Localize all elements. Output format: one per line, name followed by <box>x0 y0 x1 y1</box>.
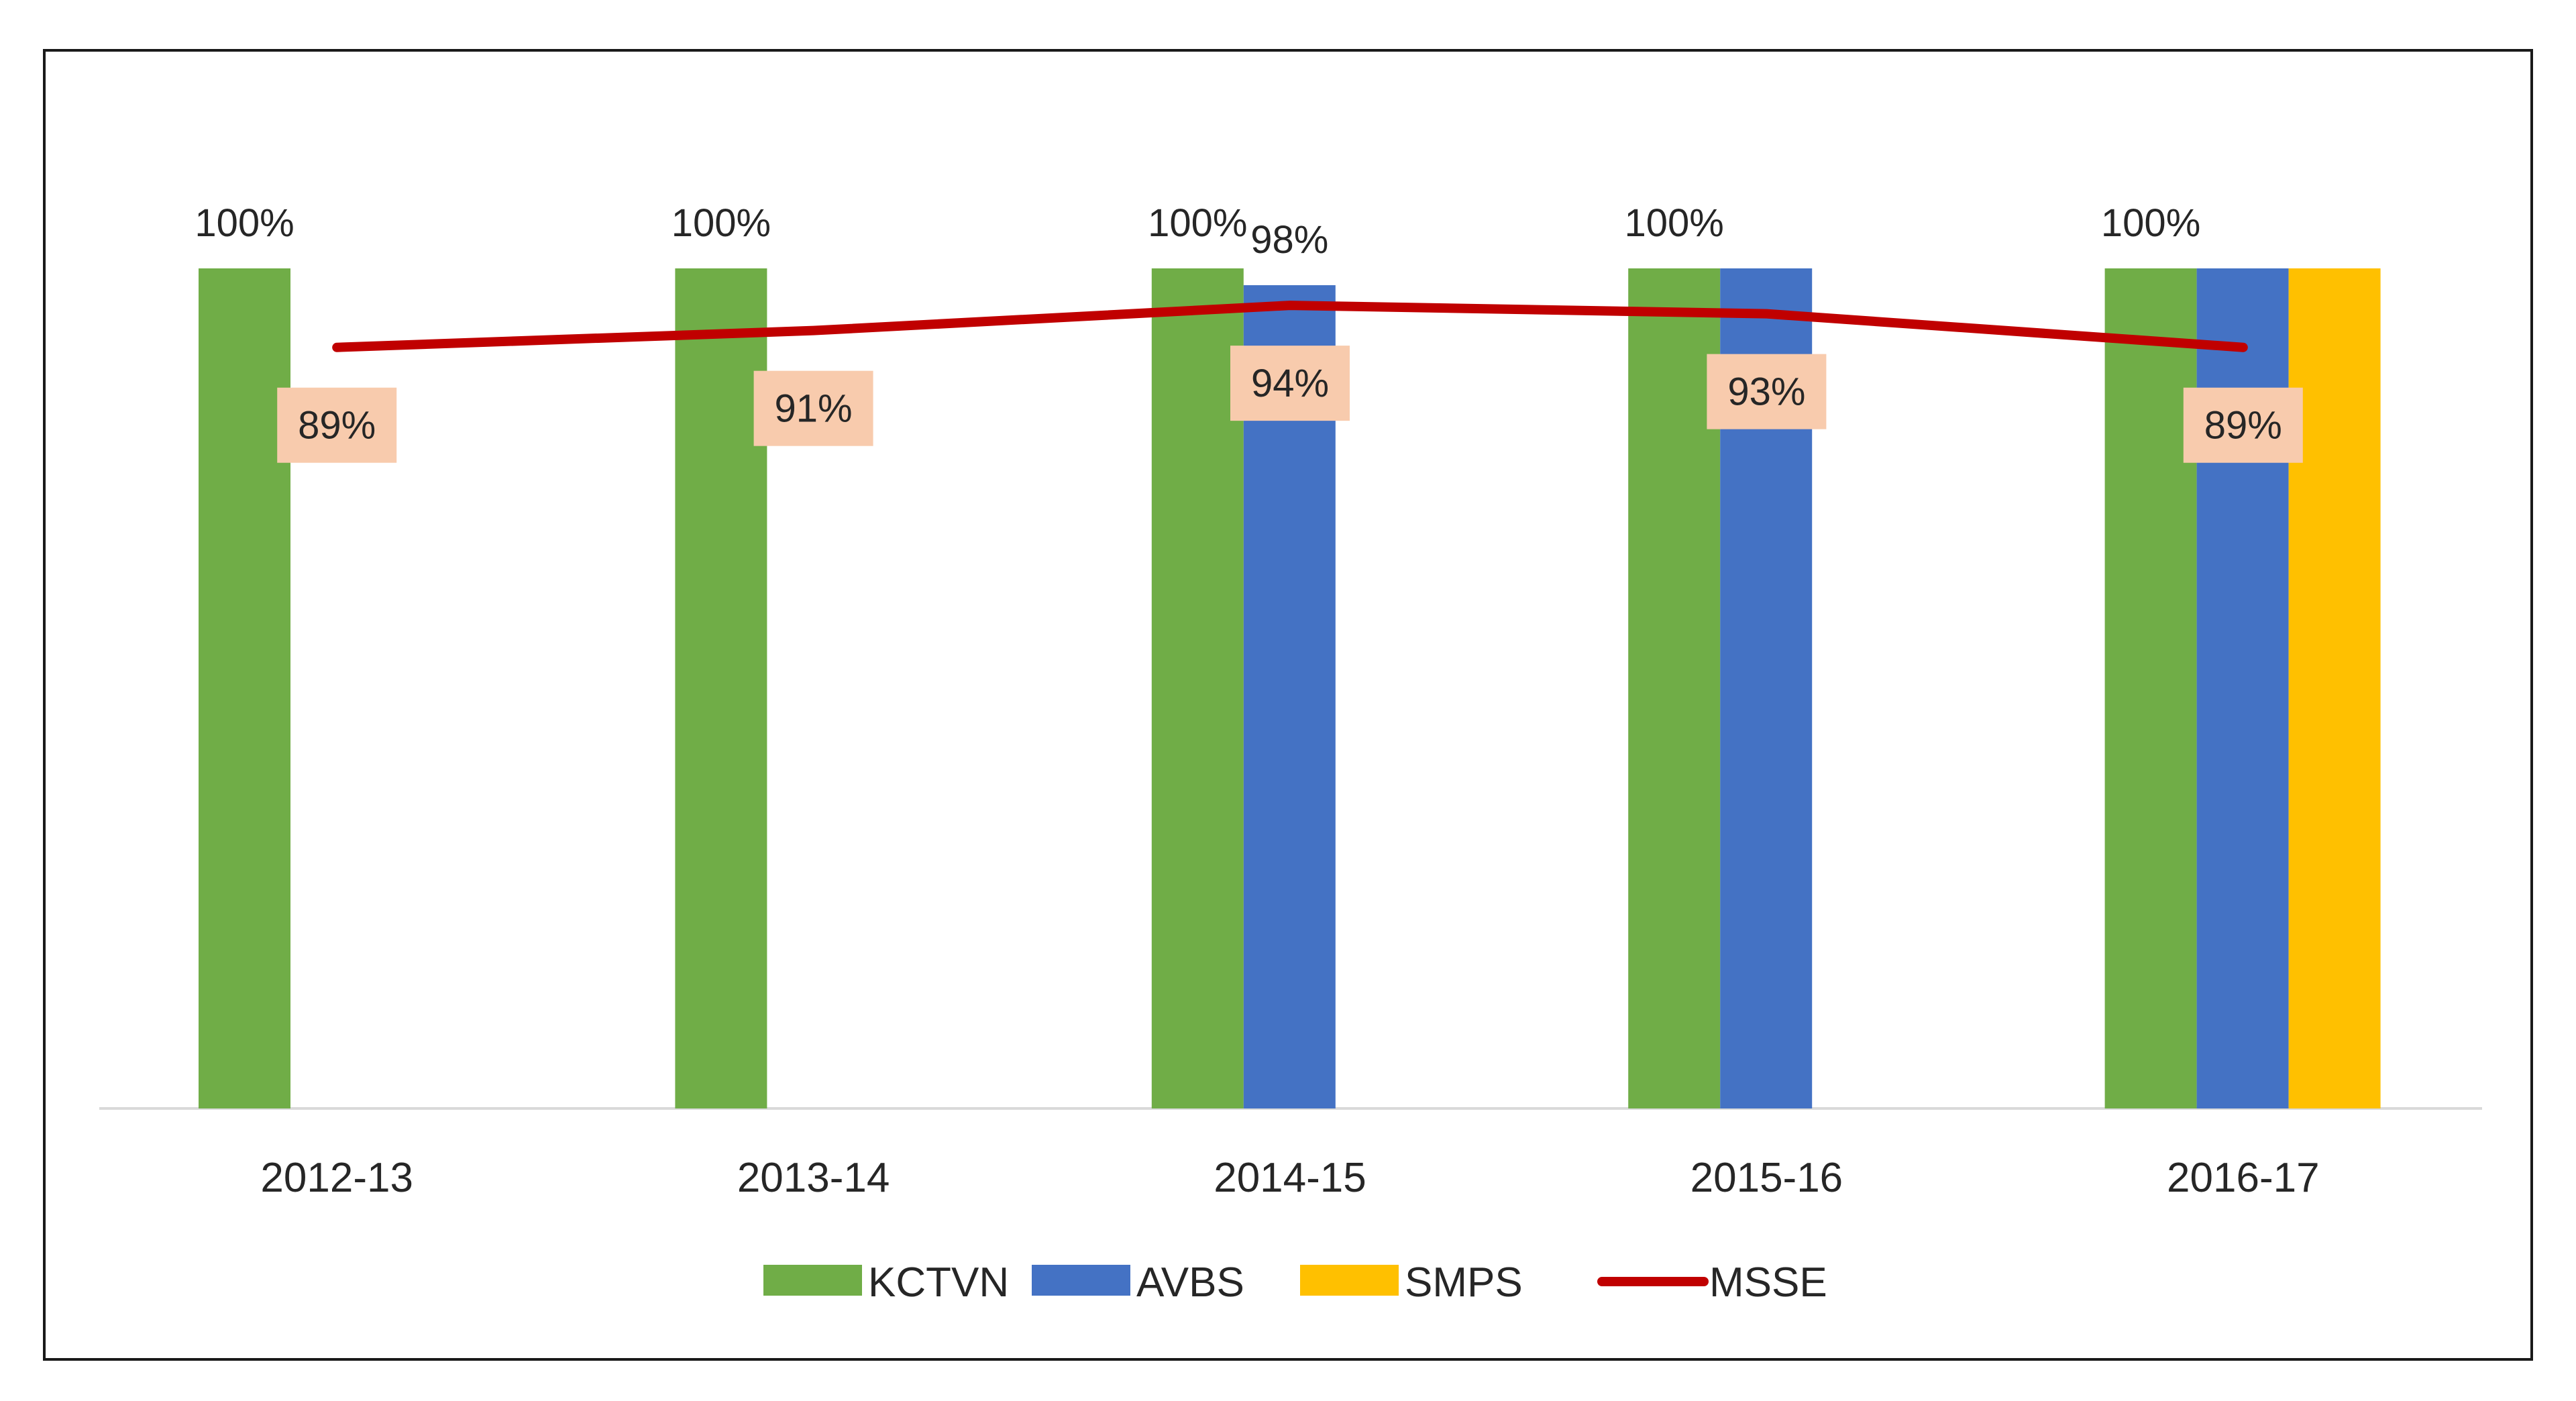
legend-swatch-smps <box>1300 1265 1399 1296</box>
x-tick-label-2013-14: 2013-14 <box>737 1155 890 1201</box>
data-label-kctvn-2013-14: 100% <box>672 201 771 245</box>
bar-smps-2016-17 <box>2288 268 2381 1108</box>
line-msse <box>332 301 2248 352</box>
data-label-bg-msse-2014-15 <box>1230 346 1350 421</box>
x-tick-label-2016-17: 2016-17 <box>2167 1155 2320 1201</box>
data-label-bg-msse-2012-13 <box>277 387 397 463</box>
data-label-bg-msse-2013-14 <box>753 370 873 446</box>
data-label-msse-2013-14: 91% <box>775 387 853 431</box>
data-label-msse-2015-16: 93% <box>1727 370 1805 414</box>
bar-kctvn-2013-14 <box>675 268 767 1108</box>
legend-label-smps: SMPS <box>1405 1259 1523 1306</box>
x-tick-label-2014-15: 2014-15 <box>1214 1155 1366 1201</box>
data-label-kctvn-2014-15: 100% <box>1148 201 1247 245</box>
data-label-kctvn-2012-13: 100% <box>195 201 294 245</box>
data-label-msse-2014-15: 94% <box>1251 362 1329 405</box>
legend-label-kctvn: KCTVN <box>868 1259 1009 1306</box>
x-tick-labels-group: 2012-13 2013-14 2014-15 2015-16 2016-17 <box>260 1155 2319 1201</box>
data-label-msse-2012-13: 89% <box>298 404 376 448</box>
legend-label-avbs: AVBS <box>1136 1259 1244 1306</box>
data-label-kctvn-2016-17: 100% <box>2101 201 2200 245</box>
data-label-msse-2016-17: 89% <box>2204 404 2282 448</box>
line-series-group: 89% 91% 94% 93% 89% <box>277 301 2303 463</box>
bar-labels-group: 100% 100% 100% 98% 100% 100% <box>195 201 2200 262</box>
bar-kctvn-2015-16 <box>1628 268 1721 1108</box>
bar-kctvn-2014-15 <box>1151 268 1244 1108</box>
bar-kctvn-2016-17 <box>2104 268 2197 1108</box>
bar-kctvn-2012-13 <box>199 268 290 1108</box>
data-label-bg-msse-2015-16 <box>1707 354 1827 429</box>
data-label-kctvn-2015-16: 100% <box>1625 201 1724 245</box>
legend: KCTVN AVBS SMPS MSSE <box>763 1259 1827 1306</box>
legend-swatch-avbs <box>1032 1265 1130 1296</box>
bar-avbs-2014-15 <box>1243 285 1336 1108</box>
data-label-bg-msse-2016-17 <box>2183 387 2303 463</box>
legend-label-msse: MSSE <box>1709 1259 1827 1306</box>
x-tick-label-2012-13: 2012-13 <box>260 1155 413 1201</box>
legend-swatch-kctvn <box>763 1265 862 1296</box>
data-label-avbs-2014-15: 98% <box>1250 218 1328 262</box>
bars-group <box>199 268 2381 1108</box>
x-tick-label-2015-16: 2015-16 <box>1690 1155 1843 1201</box>
